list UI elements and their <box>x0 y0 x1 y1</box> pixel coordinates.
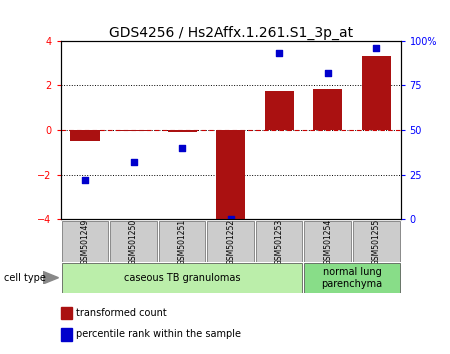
Point <box>179 145 186 151</box>
Text: GSM501250: GSM501250 <box>129 218 138 265</box>
Text: GSM501253: GSM501253 <box>274 218 284 265</box>
Point <box>227 217 234 222</box>
Bar <box>313 89 342 130</box>
Bar <box>362 56 391 130</box>
Polygon shape <box>43 271 58 284</box>
Bar <box>304 263 400 293</box>
Bar <box>353 221 400 262</box>
Text: percentile rank within the sample: percentile rank within the sample <box>76 329 242 339</box>
Text: GSM501255: GSM501255 <box>372 218 381 265</box>
Bar <box>110 221 157 262</box>
Text: transformed count: transformed count <box>76 308 167 318</box>
Title: GDS4256 / Hs2Affx.1.261.S1_3p_at: GDS4256 / Hs2Affx.1.261.S1_3p_at <box>108 25 353 40</box>
Text: GSM501254: GSM501254 <box>323 218 332 265</box>
Text: GSM501251: GSM501251 <box>178 218 187 265</box>
Bar <box>304 221 351 262</box>
Bar <box>119 130 148 131</box>
Text: cell type: cell type <box>4 273 46 283</box>
Bar <box>62 263 302 293</box>
Bar <box>62 221 108 262</box>
Bar <box>207 221 254 262</box>
Point <box>81 177 89 183</box>
Bar <box>216 130 245 224</box>
Point <box>373 45 380 51</box>
Bar <box>265 91 294 130</box>
Text: GSM501252: GSM501252 <box>226 218 235 265</box>
Text: normal lung
parenchyma: normal lung parenchyma <box>321 267 382 289</box>
Bar <box>256 221 302 262</box>
Bar <box>71 130 99 141</box>
Text: caseous TB granulomas: caseous TB granulomas <box>124 273 240 283</box>
Bar <box>159 221 205 262</box>
Bar <box>167 130 197 132</box>
Point <box>275 50 283 56</box>
Text: GSM501249: GSM501249 <box>81 218 90 265</box>
Point <box>324 70 331 76</box>
Point <box>130 159 137 165</box>
